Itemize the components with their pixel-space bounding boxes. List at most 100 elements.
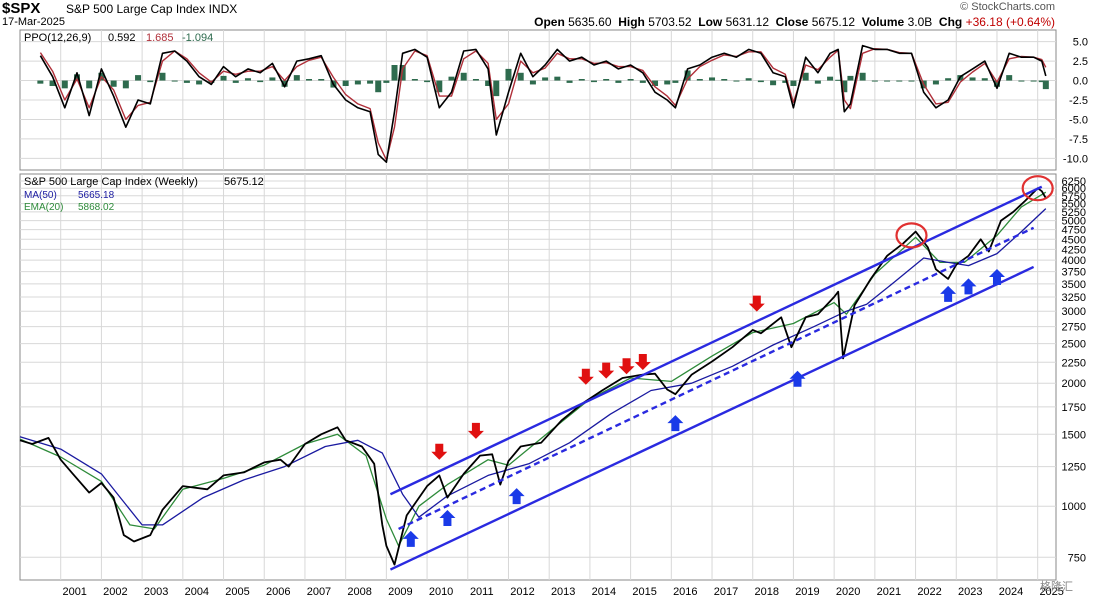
ppo-y-tick-label: 2.5	[1073, 56, 1088, 68]
ema20-legend-label: EMA(20)	[24, 202, 63, 213]
ppo-histogram-bar	[696, 79, 703, 81]
ppo-histogram-bar	[529, 80, 536, 85]
ppo-histogram-bar	[1042, 80, 1049, 90]
ppo-y-tick-label: -2.5	[1069, 95, 1088, 107]
watermark: 格隆汇	[1040, 579, 1073, 593]
price-line	[19, 187, 1047, 566]
ppo-histogram-bar	[375, 80, 382, 93]
ppo-histogram-bar	[460, 72, 467, 81]
ppo-histogram-bar	[424, 80, 431, 83]
ppo-histogram-bar	[257, 80, 264, 83]
low-value: 5631.12	[725, 15, 769, 29]
ppo-histogram-bar	[639, 80, 646, 83]
ppo-histogram-bar	[135, 75, 142, 81]
ppo-histogram-bar	[342, 80, 349, 86]
x-tick-label: 2017	[714, 586, 738, 597]
highlight-circle	[895, 222, 928, 249]
buy-signal-arrow	[508, 488, 525, 505]
ppo-histogram-bar	[684, 70, 691, 81]
x-tick-label: 2005	[225, 586, 249, 597]
ppo-legend-signal: 1.685	[146, 32, 174, 44]
price-y-tick-label: 3750	[1062, 267, 1086, 279]
ticker-symbol: $SPX	[2, 0, 41, 17]
ppo-histogram-bar	[782, 80, 789, 83]
price-y-tick-label: 1000	[1062, 501, 1086, 513]
price-y-tick-label: 1500	[1062, 429, 1086, 441]
high-value: 5703.52	[648, 15, 692, 29]
ema20-line	[19, 191, 1047, 547]
price-legend-title-value: 5675.12	[224, 176, 264, 188]
ppo-legend-value: 0.592	[108, 32, 136, 44]
sell-signal-arrow	[431, 443, 448, 460]
price-y-tick-label: 3500	[1062, 279, 1086, 291]
ppo-histogram-bar	[932, 80, 939, 85]
ppo-histogram-bar	[485, 80, 492, 86]
price-y-tick-label: 6000	[1062, 183, 1086, 195]
ppo-histogram-bar	[61, 80, 68, 89]
ppo-histogram-bar	[981, 78, 988, 81]
ppo-histogram-bar	[493, 80, 500, 97]
x-tick-label: 2012	[510, 586, 534, 597]
buy-signal-arrow	[988, 268, 1005, 285]
ppo-histogram-bar	[896, 80, 903, 82]
x-tick-label: 2020	[836, 586, 860, 597]
buy-signal-arrow	[940, 285, 957, 302]
x-tick-label: 2006	[266, 586, 290, 597]
ppo-legend-label: PPO(12,26,9)	[24, 32, 91, 44]
ppo-histogram-bar	[436, 80, 443, 93]
ema20-legend-value: 5868.02	[78, 202, 115, 213]
x-tick-label: 2019	[795, 586, 819, 597]
security-name: S&P 500 Large Cap Index INDX	[66, 2, 237, 16]
price-y-tick-label: 4250	[1062, 244, 1086, 256]
ppo-histogram-bar	[122, 80, 129, 89]
ppo-histogram-bar	[871, 80, 878, 82]
sell-signal-arrow	[748, 295, 765, 312]
x-tick-label: 2025	[1039, 586, 1063, 597]
ppo-histogram-bar	[505, 68, 512, 81]
sell-signal-arrow	[598, 362, 615, 379]
ppo-histogram-bar	[615, 80, 622, 83]
ppo-histogram-bar	[802, 72, 809, 81]
ppo-histogram-bar	[969, 77, 976, 81]
price-y-tick-label: 750	[1068, 552, 1086, 564]
x-tick-label: 2010	[429, 586, 453, 597]
volume-value: 3.0B	[907, 15, 933, 29]
ppo-histogram-bar	[383, 80, 390, 83]
channel-lower-line	[389, 265, 1035, 571]
x-tick-label: 2008	[347, 586, 371, 597]
ppo-histogram-bar	[448, 76, 455, 81]
ppo-histogram-bar	[847, 75, 854, 81]
ppo-line	[39, 44, 1047, 163]
ppo-histogram-bar	[672, 80, 679, 83]
ppo-histogram-bar	[281, 80, 288, 87]
ppo-histogram-bar	[603, 79, 610, 81]
price-y-tick-label: 1250	[1062, 462, 1086, 474]
price-y-tick-label: 2500	[1062, 339, 1086, 351]
ppo-y-tick-label: 0.0	[1073, 76, 1088, 88]
ppo-histogram-bar	[220, 75, 227, 81]
ppo-histogram-bar	[517, 72, 524, 81]
ppo-histogram-bar	[196, 80, 203, 85]
buy-signal-arrow	[789, 370, 806, 387]
ppo-histogram-bar	[733, 80, 740, 82]
channel-mid-dashed-line	[398, 226, 1035, 531]
ppo-histogram-bar	[745, 78, 752, 81]
x-tick-label: 2018	[754, 586, 778, 597]
price-y-tick-label: 1750	[1062, 402, 1086, 414]
ppo-histogram-bar	[1006, 75, 1013, 81]
price-legend-title: S&P 500 Large Cap Index (Weekly)	[24, 176, 198, 188]
price-y-tick-label: 5500	[1062, 199, 1086, 211]
x-tick-label: 2022	[917, 586, 941, 597]
x-tick-label: 2021	[877, 586, 901, 597]
x-tick-label: 2011	[470, 586, 494, 597]
x-tick-label: 2001	[62, 586, 86, 597]
price-y-tick-label: 5000	[1062, 216, 1086, 228]
ppo-y-tick-label: -10.0	[1063, 153, 1088, 165]
x-tick-label: 2013	[551, 586, 575, 597]
ppo-histogram-bar	[664, 80, 671, 85]
ppo-histogram-bar	[993, 80, 1000, 87]
ppo-histogram-bar	[367, 80, 374, 84]
ppo-histogram-bar	[884, 80, 891, 82]
x-tick-label: 2016	[673, 586, 697, 597]
volume-label: Volume	[861, 15, 905, 29]
